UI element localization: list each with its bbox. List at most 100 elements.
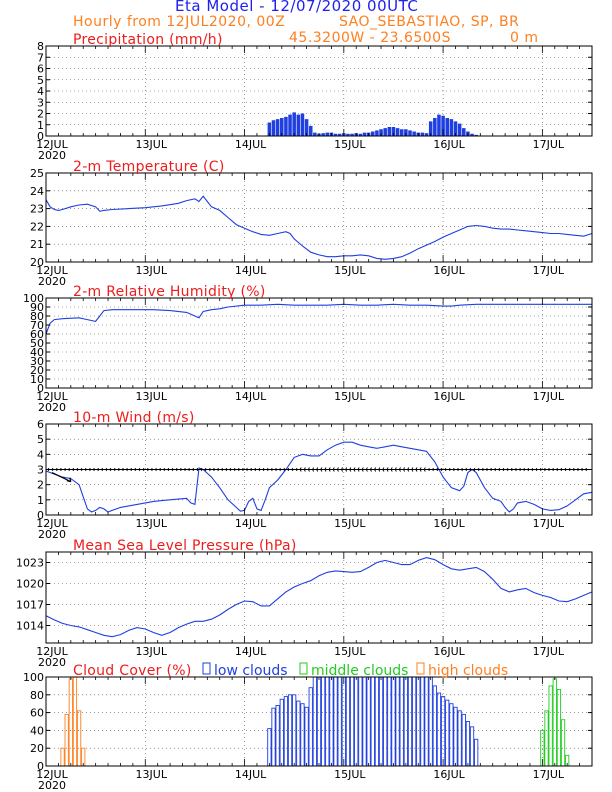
low-clouds-bar <box>407 676 413 767</box>
y-tick-label: 10 <box>30 373 44 386</box>
legend-swatch <box>299 662 308 675</box>
low-clouds-bar <box>383 676 388 767</box>
wind-arrow <box>66 477 72 483</box>
middle-clouds-bar <box>556 689 562 767</box>
x-tick-label: 12JUL <box>36 517 68 530</box>
y-tick-label: 1 <box>37 119 44 132</box>
legend-label: low clouds <box>214 663 288 679</box>
x-tick-label: 16JUL <box>433 138 465 151</box>
low-clouds-bar <box>358 676 363 767</box>
precip-bar <box>379 129 383 136</box>
high-clouds-bar <box>76 710 82 767</box>
x-tick-label: 16JUL <box>433 390 465 403</box>
precip-bar <box>457 123 462 136</box>
precip-bar <box>325 132 330 136</box>
low-clouds-bar <box>345 676 351 767</box>
plot-frame <box>45 172 593 263</box>
year-label: 2020 <box>38 656 66 669</box>
model-title: Eta Model - 12/07/2020 00UTC <box>175 0 419 15</box>
x-tick-label: 14JUL <box>235 645 267 658</box>
y-tick-label: 70 <box>30 319 44 332</box>
panel-title: 2-m Temperature (C) <box>73 159 225 175</box>
high-clouds-bar <box>60 747 65 767</box>
precip-bar <box>362 132 367 136</box>
precip-bar <box>296 114 301 136</box>
low-clouds-bar <box>316 676 322 767</box>
high-clouds-bar <box>68 678 73 767</box>
y-tick-label: 50 <box>30 337 44 350</box>
middle-clouds-bar <box>552 678 557 767</box>
y-tick-label: 0 <box>37 130 44 143</box>
high-clouds-bar <box>72 676 78 767</box>
low-clouds-bar <box>374 676 380 767</box>
x-tick-label: 12JUL <box>36 390 68 403</box>
y-tick-label: 6 <box>37 63 44 76</box>
low-clouds-bar <box>362 676 367 767</box>
precip-bar <box>292 112 296 136</box>
y-tick-label: 24 <box>30 185 44 198</box>
legend-label: middle clouds <box>311 663 408 679</box>
x-tick-label: 14JUL <box>235 264 267 277</box>
precip-bar <box>408 130 412 136</box>
middle-clouds-bar <box>548 685 553 767</box>
y-tick-label: 20 <box>30 742 44 755</box>
x-tick-label: 15JUL <box>334 517 366 530</box>
low-clouds-bar <box>283 696 289 767</box>
low-clouds-bar <box>267 728 272 767</box>
precip-bar <box>453 121 458 136</box>
panel-title: Mean Sea Level Pressure (hPa) <box>73 538 297 554</box>
low-clouds-bar <box>428 676 433 767</box>
x-tick-label: 13JUL <box>136 768 168 781</box>
precip-bar <box>441 115 445 136</box>
y-tick-label: 8 <box>37 40 44 53</box>
low-clouds-bar <box>440 696 446 767</box>
panel-title: 2-m Relative Humidity (%) <box>73 284 266 300</box>
precip-bar <box>308 125 313 136</box>
low-clouds-bar <box>432 685 437 767</box>
legend-swatch <box>202 662 211 675</box>
year-label: 2020 <box>38 149 66 162</box>
low-clouds-bar <box>304 706 309 767</box>
precip-bar <box>337 133 342 136</box>
low-clouds-bar <box>279 698 284 767</box>
panel-4: 0 1 2 3 4 5 6 12JUL 13JUL 14JUL 15JUL 16JUL 17JUL 202… <box>36 410 593 541</box>
y-tick-label: 1023 <box>16 557 44 570</box>
low-clouds-bar <box>349 676 355 767</box>
low-clouds-bar <box>403 676 408 767</box>
precip-bar <box>399 129 404 136</box>
middle-clouds-bar <box>544 710 549 767</box>
x-tick-label: 12JUL <box>36 264 68 277</box>
y-tick-label: 40 <box>30 346 44 359</box>
x-tick-label: 15JUL <box>334 645 366 658</box>
low-clouds-bar <box>378 676 384 767</box>
precip-bar <box>371 131 375 136</box>
high-clouds-bar <box>64 713 69 767</box>
precip-bar <box>304 119 309 136</box>
low-clouds-bar <box>457 710 462 767</box>
low-clouds-bar <box>436 692 442 767</box>
low-clouds-bar <box>325 676 330 767</box>
low-clouds-bar <box>354 676 359 767</box>
x-tick-label: 17JUL <box>533 517 565 530</box>
precip-bar <box>358 133 363 136</box>
x-tick-label: 14JUL <box>235 517 267 530</box>
precip-bar <box>275 119 280 136</box>
y-tick-label: 1 <box>37 494 44 507</box>
x-tick-label: 15JUL <box>334 390 366 403</box>
precip-bar <box>288 114 292 136</box>
low-clouds-bar <box>366 676 371 767</box>
low-clouds-bar <box>453 706 458 767</box>
y-tick-label: 100 <box>23 292 44 305</box>
low-clouds-bar <box>461 713 466 767</box>
y-tick-label: 3 <box>37 96 44 109</box>
precip-bar <box>445 118 449 136</box>
x-tick-label: 16JUL <box>433 645 465 658</box>
precip-bar <box>391 127 396 136</box>
x-tick-label: 14JUL <box>235 138 267 151</box>
low-clouds-bar <box>308 687 313 767</box>
year-label: 2020 <box>38 275 66 288</box>
y-tick-label: 1020 <box>16 578 44 591</box>
low-clouds-bar <box>399 676 404 767</box>
